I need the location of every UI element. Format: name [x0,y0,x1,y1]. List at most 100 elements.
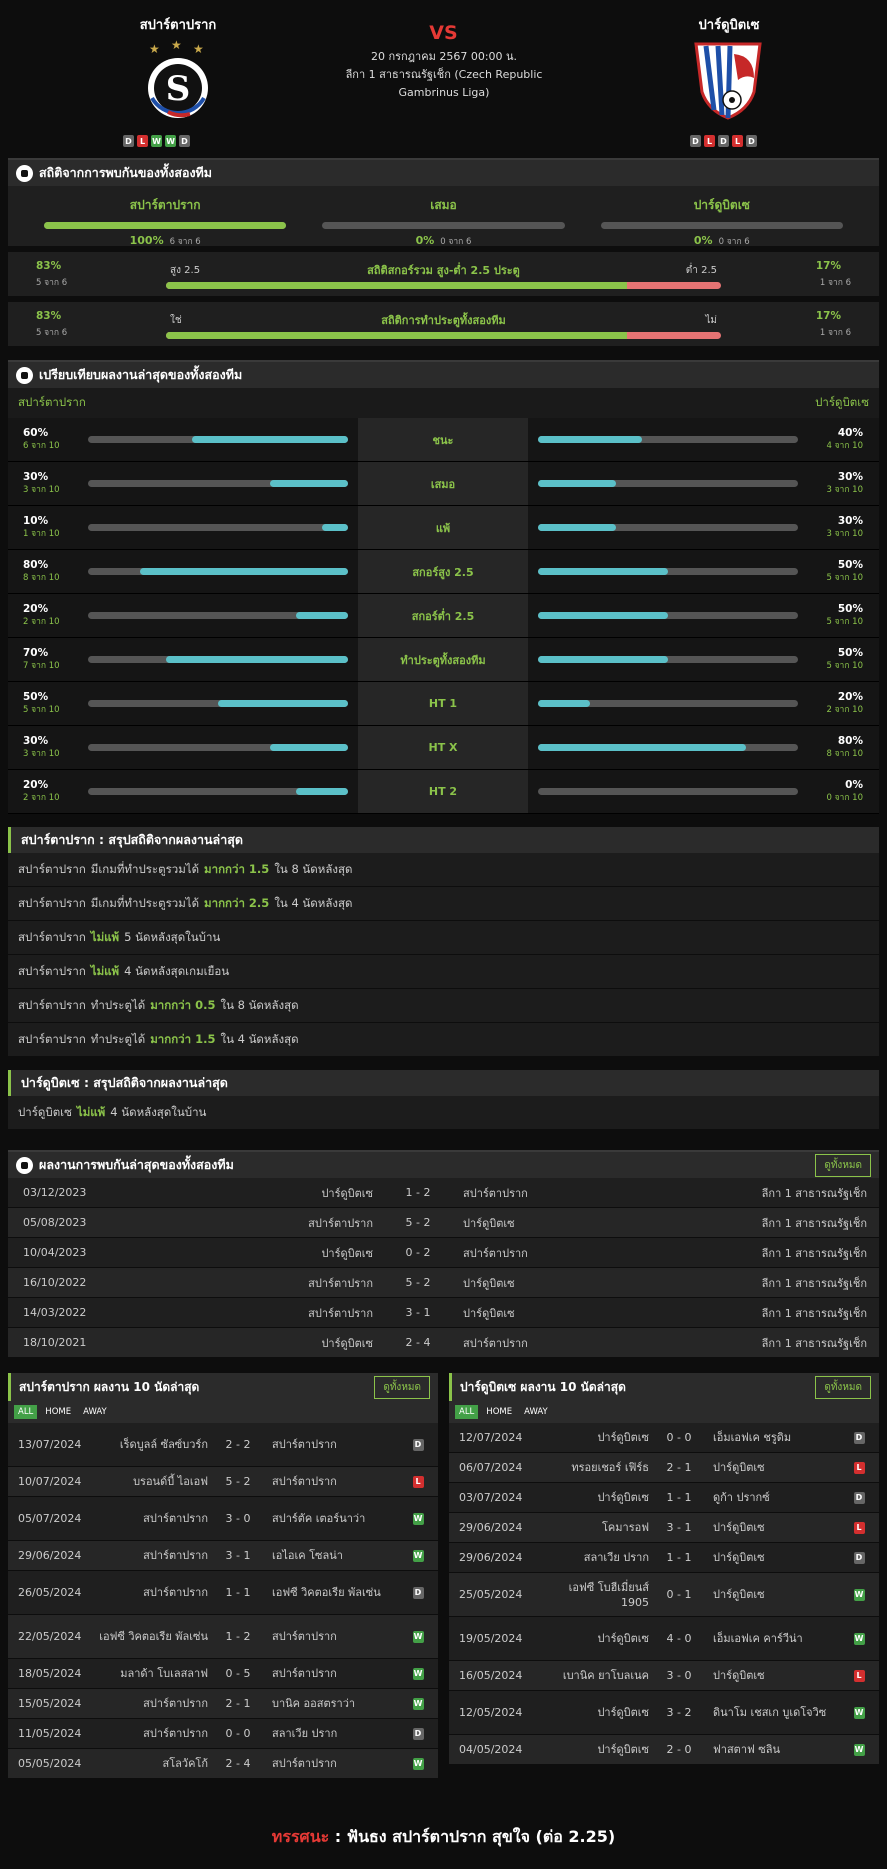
home-team: ปาร์ดูบิตเซ [321,1246,373,1260]
progress-fill [166,332,627,339]
result-badge: W [853,1632,865,1645]
away-last-list: 12/07/2024 ปาร์ดูบิตเซ 0 - 0 เอ็มเอฟเค ชรูด… [449,1423,879,1765]
filter-away[interactable]: AWAY [524,1407,548,1417]
view-all-button[interactable]: ดูทั้งหมด [815,1375,871,1399]
score: 0 - 5 [225,1667,251,1680]
form-badge: W [151,135,162,147]
away-pct: 30% [837,470,863,483]
away-pct: 50% [837,646,863,659]
home-name: สปาร์ตาปราก [18,395,86,409]
away-bar-fill [538,744,746,751]
result: W [398,1549,438,1562]
form-badge: D [718,135,729,147]
home-team: ปาร์ดูบิตเซ [597,1632,649,1645]
match-row[interactable]: 15/05/2024 สปาร์ตาปราก 2 - 1 บานิค ออสตราว่… [8,1689,438,1719]
away-team: สปาร์ตาปราก [463,1246,528,1260]
filter-home[interactable]: HOME [45,1407,72,1417]
away-bar [538,656,798,663]
match-row[interactable]: 11/05/2024 สปาร์ตาปราก 0 - 0 สลาเวีย ปราก D [8,1719,438,1749]
detail: 5 นัดหลังสุดในบ้าน [124,929,221,944]
filter-all[interactable]: ALL [455,1405,479,1419]
match-row[interactable]: 18/05/2024 มลาด้า โบเลสลาฟ 0 - 5 สปาร์ตาปรา… [8,1659,438,1689]
home-pct: 80% [23,558,49,571]
compare-label: HT X [358,726,528,769]
home-side: 20% 2 จาก 10 [8,770,358,813]
result-badge: W [412,1549,424,1562]
away-stat: 0% 0 จาก 10 [808,779,863,805]
match-date: 20 กรกฎาคม 2567 00:00 น. [370,50,518,63]
match-row[interactable]: 06/07/2024 ทรอยเชอร์ เฟิร์ธ 2 - 1 ปาร์ดูบิต… [449,1453,879,1483]
home-bar-fill [140,568,348,575]
match-row[interactable]: 29/06/2024 โคมารอฟ 3 - 1 ปาร์ดูบิตเซ L [449,1513,879,1543]
home-bar-fill [218,700,348,707]
home-stat: 20% 2 จาก 10 [23,603,78,629]
score: 2 - 2 [225,1438,251,1451]
home-team: เร็ดบูลล์ ซัลซ์บวร์ก [119,1438,208,1451]
h2h-row[interactable]: 18/10/2021 ปาร์ดูบิตเซ 2 - 4 สปาร์ตาปราก ลีก… [8,1328,879,1358]
highlight: มากกว่า 1.5 [150,1031,216,1046]
home-team: สปาร์ตาปราก [143,1512,208,1525]
home-team: สปาร์ตาปราก [143,1697,208,1710]
summary-row: สปาร์ตาปราก ไม่แพ้ 4 นัดหลังสุดเกมเยือน [8,955,879,989]
match-row[interactable]: 13/07/2024 เร็ดบูลล์ ซัลซ์บวร์ก 2 - 2 สปาร์… [8,1423,438,1467]
summary-row: ปาร์ดูบิตเซ ไม่แพ้ 4 นัดหลังสุดในบ้าน [8,1096,879,1130]
away-bar-fill [538,524,616,531]
away-side: 50% 5 จาก 10 [528,550,878,593]
separator: : [329,1827,347,1846]
score: 0 - 2 [405,1246,431,1259]
match-row[interactable]: 12/05/2024 ปาร์ดูบิตเซ 3 - 2 ดินาโม เชสเก บ… [449,1691,879,1735]
form-badge: L [704,135,715,147]
match-row[interactable]: 29/06/2024 สลาเวีย ปราก 1 - 1 ปาร์ดูบิตเซ D [449,1543,879,1573]
home-count: 2 จาก 10 [23,792,60,803]
match-row[interactable]: 10/07/2024 บรอนด์บี้ ไอเอฟ 5 - 2 สปาร์ตาปรา… [8,1467,438,1497]
away-team-logo [688,40,768,122]
date: 26/05/2024 [18,1586,82,1599]
home-team: ทรอยเชอร์ เฟิร์ธ [571,1461,649,1474]
view-all-button[interactable]: ดูทั้งหมด [374,1375,430,1399]
home-team: เบานิค ยาโบลเนค [562,1669,649,1682]
filter-all[interactable]: ALL [14,1405,38,1419]
away-team: สปาร์ตัค เตอร์นาว่า [272,1512,366,1525]
h2h-row[interactable]: 10/04/2023 ปาร์ดูบิตเซ 0 - 2 สปาร์ตาปราก ลีก… [8,1238,879,1268]
h2h-row[interactable]: 03/12/2023 ปาร์ดูบิตเซ 1 - 2 สปาร์ตาปราก ลีก… [8,1178,879,1208]
match-row[interactable]: 19/05/2024 ปาร์ดูบิตเซ 4 - 0 เอ็มเอฟเค คาร์… [449,1617,879,1661]
match-row[interactable]: 25/05/2024 เอฟซี โบฮีเมี่ยนส์ 1905 0 - 1 ปา… [449,1573,879,1617]
h2h-row[interactable]: 14/03/2022 สปาร์ตาปราก 3 - 1 ปาร์ดูบิตเซ ลีก… [8,1298,879,1328]
match-row[interactable]: 04/05/2024 ปาร์ดูบิตเซ 2 - 0 ฟาสตาฟ ซลิน W [449,1735,879,1765]
match-row[interactable]: 22/05/2024 เอฟซี วิคตอเรีย พัลเซ่น 1 - 2 สป… [8,1615,438,1659]
team: สปาร์ตาปราก [18,997,86,1012]
away-team: เอไอเค โซลน่า [272,1549,343,1562]
home-team: สปาร์ตาปราก [308,1276,373,1290]
compare-label: ทำประตูทั้งสองทีม [358,638,528,681]
score: 2 - 4 [225,1757,251,1770]
match-row[interactable]: 26/05/2024 สปาร์ตาปราก 1 - 1 เอฟซี วิคตอเรี… [8,1571,438,1615]
match-row[interactable]: 16/05/2024 เบานิค ยาโบลเนค 3 - 0 ปาร์ดูบิตเ… [449,1661,879,1691]
away-pct: 30% [837,514,863,527]
match-row[interactable]: 12/07/2024 ปาร์ดูบิตเซ 0 - 0 เอ็มเอฟเค ชรูด… [449,1423,879,1453]
home-pct: 30% [23,470,49,483]
date: 16/05/2024 [459,1669,523,1682]
league: ลีกา 1 สาธารณรัฐเช็ก [761,1336,867,1350]
away-team: ปาร์ดูบิตเซ [713,1521,765,1534]
score: 1 - 1 [225,1586,251,1599]
home-count: 5 จาก 10 [23,704,60,715]
h2h-away-wins: ปาร์ดูบิตเซ 0% 0 จาก 6 [583,186,861,247]
match-row[interactable]: 05/07/2024 สปาร์ตาปราก 3 - 0 สปาร์ตัค เตอร์… [8,1497,438,1541]
h2h-row[interactable]: 05/08/2023 สปาร์ตาปราก 5 - 2 ปาร์ดูบิตเซ ลีก… [8,1208,879,1238]
h2h-row[interactable]: 16/10/2022 สปาร์ตาปราก 5 - 2 ปาร์ดูบิตเซ ลีก… [8,1268,879,1298]
form-badge: D [746,135,757,147]
match-row[interactable]: 29/06/2024 สปาร์ตาปราก 3 - 1 เอไอเค โซลน่า W [8,1541,438,1571]
filter-home[interactable]: HOME [486,1407,513,1417]
home-summary-list: สปาร์ตาปราก มีเกมที่ทำประตูรวมได้ มากกว่า … [0,853,887,1057]
form-badge: D [690,135,701,147]
match-row[interactable]: 05/05/2024 สโลวัคโก้ 2 - 4 สปาร์ตาปราก W [8,1749,438,1779]
filter-away[interactable]: AWAY [83,1407,107,1417]
away-bar [538,788,798,795]
score: 2 - 0 [666,1743,692,1756]
away-side: 80% 8 จาก 10 [528,726,878,769]
away-stat: 80% 8 จาก 10 [808,735,863,761]
match-row[interactable]: 03/07/2024 ปาร์ดูบิตเซ 1 - 1 ดูก้า ปรากซ์ D [449,1483,879,1513]
view-all-button[interactable]: ดูทั้งหมด [815,1153,871,1177]
